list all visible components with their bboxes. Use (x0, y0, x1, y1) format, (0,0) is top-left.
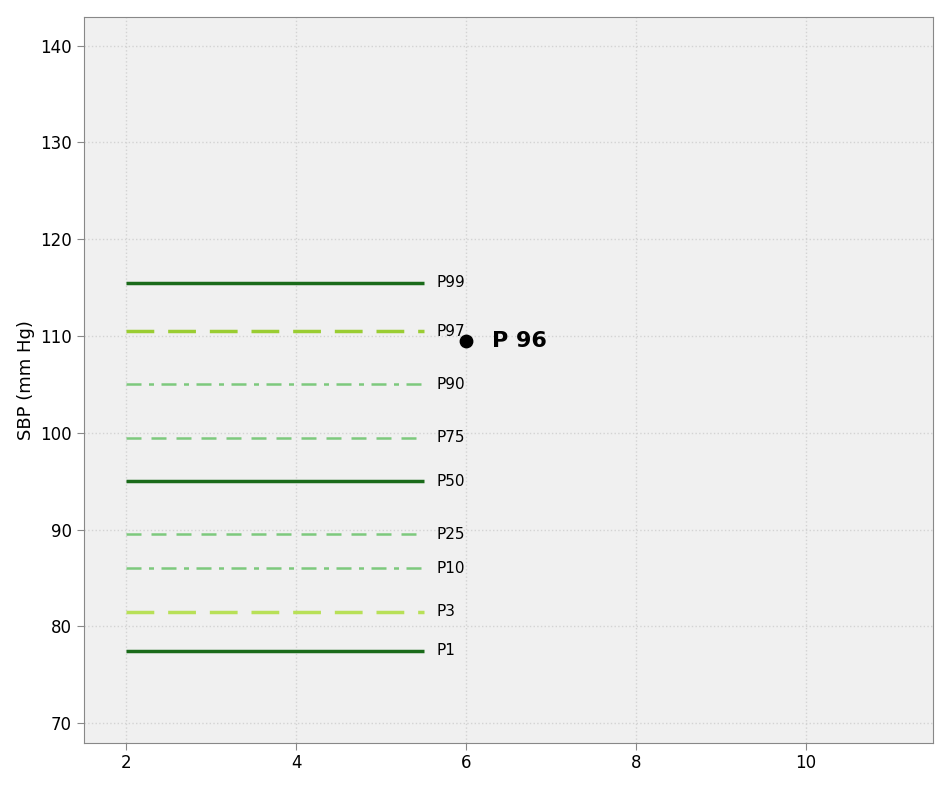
Point (459, 335, 474, 347)
Text: P99: P99 (436, 275, 466, 290)
Text: P50: P50 (436, 473, 465, 488)
Text: P75: P75 (436, 430, 465, 445)
Text: P25: P25 (436, 527, 465, 542)
Text: P97: P97 (436, 323, 465, 338)
Text: P90: P90 (436, 377, 465, 392)
Text: P10: P10 (436, 561, 465, 576)
Text: P 96: P 96 (491, 331, 546, 351)
Text: P1: P1 (436, 643, 455, 658)
Text: P3: P3 (436, 604, 455, 619)
Y-axis label: SBP (mm Hg): SBP (mm Hg) (17, 320, 34, 439)
